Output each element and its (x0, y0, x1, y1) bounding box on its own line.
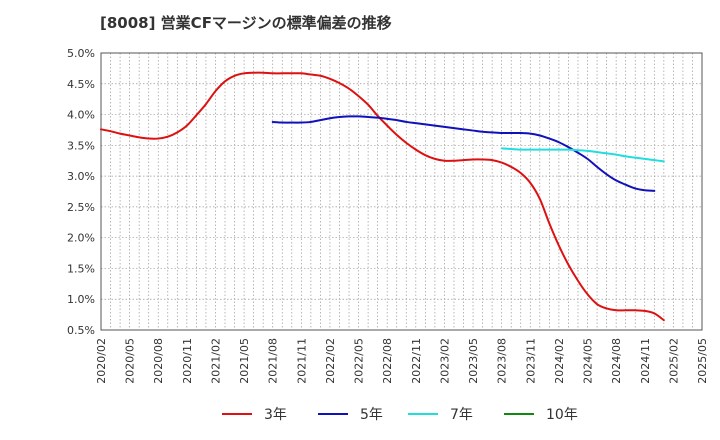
x-tick-label: 2024/08 (610, 338, 623, 384)
y-tick-label: 4.0% (67, 109, 95, 122)
x-tick-label: 2023/05 (467, 338, 480, 384)
x-tick-label: 2020/05 (124, 338, 137, 384)
x-tick-label: 2022/02 (324, 338, 337, 384)
x-tick-label: 2024/11 (639, 338, 652, 384)
x-tick-label: 2023/08 (496, 338, 509, 384)
x-tick-label: 2020/08 (152, 338, 165, 384)
y-tick-label: 3.5% (67, 139, 95, 152)
y-axis: 0.5% 1.0% 1.5% 2.0% 2.5% 3.0% 3.5% 4.0% 4.5% 5.0% (67, 47, 95, 337)
y-tick-label: 5.0% (67, 47, 95, 60)
x-tick-label: 2020/02 (95, 338, 108, 384)
x-tick-label: 2024/02 (553, 338, 566, 384)
x-tick-label: 2022/11 (410, 338, 423, 384)
x-tick-label: 2023/11 (524, 338, 537, 384)
legend: 3年 5年 7年 10年 (222, 407, 578, 423)
series-line-1 (100, 71, 665, 322)
x-axis: 2020/02 2020/05 2020/08 2020/11 2021/02 2021/… (95, 338, 709, 384)
x-tick-label: 2025/05 (696, 338, 709, 384)
legend-label: 5年 (360, 407, 383, 423)
series-line-2 (271, 115, 656, 192)
grid (101, 53, 702, 330)
x-tick-label: 2025/02 (667, 338, 680, 384)
x-tick-label: 2024/05 (582, 338, 595, 384)
x-tick-label: 2021/08 (267, 338, 280, 384)
x-tick-label: 2023/02 (438, 338, 451, 384)
legend-label: 3年 (264, 407, 287, 423)
x-tick-label: 2022/05 (353, 338, 366, 384)
y-tick-label: 1.5% (67, 262, 95, 275)
x-tick-label: 2020/11 (181, 338, 194, 384)
y-tick-label: 1.0% (67, 293, 95, 306)
y-tick-label: 2.0% (67, 232, 95, 245)
y-tick-label: 0.5% (67, 324, 95, 337)
chart-title: [8008] 営業CFマージンの標準偏差の推移 (100, 14, 392, 32)
x-tick-label: 2021/11 (295, 338, 308, 384)
series-line-3 (500, 147, 665, 163)
x-tick-label: 2021/02 (209, 338, 222, 384)
legend-label: 10年 (546, 407, 578, 423)
legend-label: 7年 (450, 407, 473, 423)
y-tick-label: 3.0% (67, 170, 95, 183)
x-tick-label: 2021/05 (238, 338, 251, 384)
plot-frame (100, 52, 703, 331)
y-tick-label: 2.5% (67, 201, 95, 214)
x-tick-label: 2022/08 (381, 338, 394, 384)
series-lines (100, 71, 665, 322)
y-tick-label: 4.5% (67, 78, 95, 91)
